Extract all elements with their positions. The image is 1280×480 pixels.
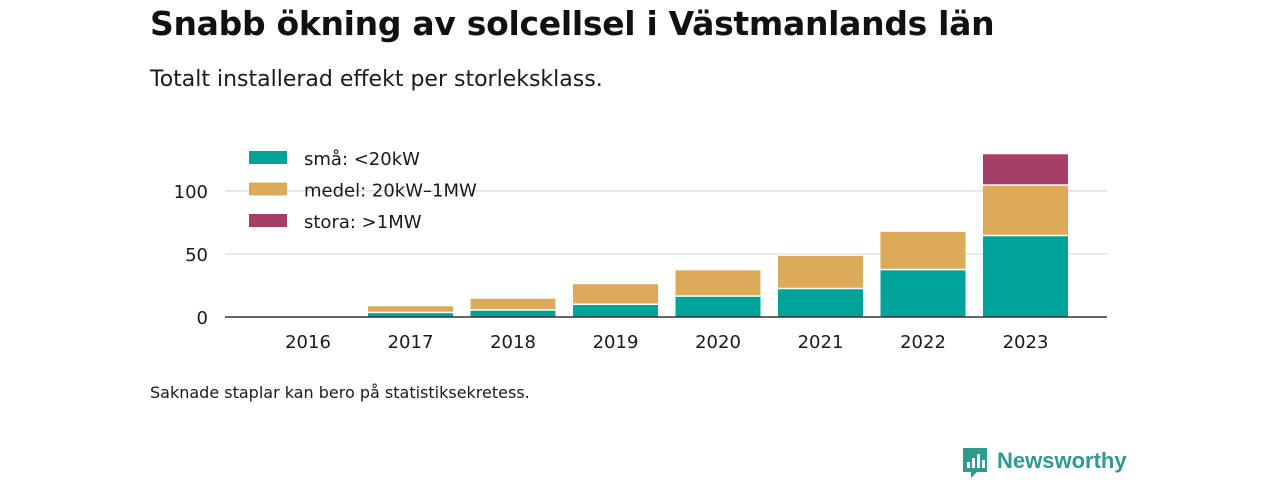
legend-label: små: <20kW (304, 149, 420, 170)
x-tick-label: 2022 (900, 332, 946, 353)
legend: små: <20kW medel: 20kW–1MW stora: >1MW (249, 149, 477, 233)
bar-segment-medel (778, 255, 863, 288)
newsworthy-logo-icon (963, 448, 987, 478)
x-tick-label: 2021 (798, 332, 844, 353)
bar-segment-sma (368, 313, 453, 317)
bar-segment-medel (675, 270, 761, 296)
bar-segment-medel (368, 306, 453, 312)
legend-swatch (249, 214, 287, 227)
bar-segment-medel (880, 231, 966, 269)
x-tick-label: 2017 (388, 332, 434, 353)
gridlines: 0 50 100 (174, 182, 1107, 329)
bar-segment-medel (983, 185, 1068, 235)
footnote: Saknade staplar kan bero på statistiksek… (150, 383, 530, 402)
bar-segment-sma (470, 310, 556, 317)
y-tick-label: 50 (185, 245, 208, 266)
brand-name: Newsworthy (997, 448, 1127, 473)
bar-segment-sma (983, 236, 1068, 317)
bar-segment-sma (778, 289, 863, 317)
x-tick-label: 2020 (695, 332, 741, 353)
bars (265, 154, 1068, 317)
legend-label: stora: >1MW (304, 212, 422, 233)
y-tick-label: 100 (174, 182, 208, 203)
x-axis: 2016 2017 2018 2019 2020 2021 2022 2023 (225, 316, 1107, 353)
bar-segment-sma (675, 296, 761, 317)
x-tick-label: 2018 (490, 332, 536, 353)
bar-segment-stora (983, 154, 1068, 185)
chart-title: Snabb ökning av solcellsel i Västmanland… (150, 4, 995, 43)
x-tick-label: 2016 (285, 332, 331, 353)
bar-segment-medel (573, 284, 658, 304)
bar-segment-sma (573, 305, 658, 317)
chart-subtitle: Totalt installerad effekt per storlekskl… (150, 67, 603, 92)
brand-logo: Newsworthy (961, 446, 1127, 480)
bar-segment-medel (470, 298, 556, 310)
legend-swatch (249, 182, 287, 196)
legend-swatch (249, 151, 287, 164)
legend-label: medel: 20kW–1MW (304, 181, 477, 202)
x-tick-label: 2019 (593, 332, 639, 353)
y-tick-label: 0 (197, 308, 208, 329)
x-tick-label: 2023 (1003, 332, 1049, 353)
bar-segment-sma (880, 270, 966, 317)
